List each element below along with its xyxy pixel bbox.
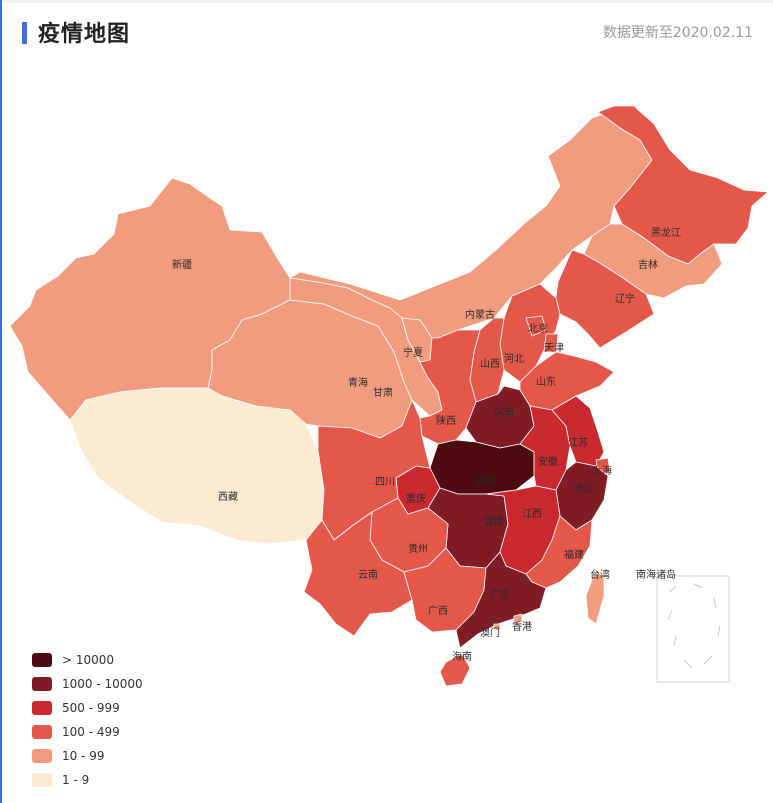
legend-item-0[interactable]: > 10000 [32,648,143,672]
legend-swatch [32,701,52,715]
province-香港[interactable] [513,613,523,623]
province-澳门[interactable] [493,623,501,631]
legend-item-1[interactable]: 1000 - 10000 [32,672,143,696]
label-青海: 青海 [348,376,368,389]
label-江苏: 江苏 [568,436,588,449]
label-吉林: 吉林 [638,258,658,271]
label-湖南: 湖南 [484,515,504,528]
legend-item-2[interactable]: 500 - 999 [32,696,143,720]
province-海南[interactable] [439,653,471,687]
update-date: 数据更新至2020.02.11 [602,25,753,41]
label-台湾: 台湾 [590,568,610,581]
legend-item-5[interactable]: 1 - 9 [32,768,143,792]
label-广西: 广西 [428,605,448,617]
label-河北: 河北 [504,353,524,365]
label-云南: 云南 [358,568,378,581]
label-辽宁: 辽宁 [615,292,635,305]
label-北京: 北京 [528,322,548,335]
province-四川[interactable] [317,399,431,541]
label-香港: 香港 [512,621,532,633]
legend-label: > 10000 [62,653,115,667]
label-河南: 河南 [494,406,514,419]
south-china-sea-inset-frame [656,575,730,683]
label-西藏: 西藏 [218,491,238,503]
title-accent-bar [22,22,27,44]
province-山东[interactable] [519,351,615,411]
legend-label: 1000 - 10000 [62,677,143,691]
province-北京[interactable] [525,315,547,337]
province-labels: 新疆 西藏 青海 甘肃 内蒙古 宁夏 黑龙江 吉林 辽宁 北京 天津 河北 山西… [172,226,681,663]
label-海南: 海南 [452,650,472,663]
legend-item-3[interactable]: 100 - 499 [32,720,143,744]
label-江西: 江西 [522,508,542,520]
label-安徽: 安徽 [538,455,558,468]
legend-swatch [32,749,52,763]
legend-label: 10 - 99 [62,749,105,763]
legend: > 10000 1000 - 10000 500 - 999 100 - 499… [32,648,143,792]
label-福建: 福建 [564,548,584,561]
legend-label: 1 - 9 [62,773,90,787]
legend-label: 100 - 499 [62,725,120,739]
province-西藏[interactable] [69,387,325,545]
label-山东: 山东 [536,375,556,388]
legend-swatch [32,773,52,787]
label-山西: 山西 [480,358,500,370]
province-福建[interactable] [525,515,593,589]
left-border [0,0,2,803]
label-甘肃: 甘肃 [373,386,393,399]
label-广东: 广东 [490,588,510,601]
nine-dash-line [667,583,721,669]
label-湖北: 湖北 [476,475,496,487]
label-澳门: 澳门 [480,626,500,639]
label-新疆: 新疆 [172,258,192,271]
label-黑龙江: 黑龙江 [651,226,681,239]
page-title: 疫情地图 [38,22,131,47]
label-贵州: 贵州 [408,542,428,555]
label-四川: 四川 [375,477,395,488]
top-border [0,0,773,3]
label-天津: 天津 [544,342,564,354]
legend-label: 500 - 999 [62,701,120,715]
label-内蒙古: 内蒙古 [465,308,495,321]
province-台湾[interactable] [585,573,605,625]
label-south-china-sea: 南海诸岛 [636,568,676,581]
label-浙江: 浙江 [574,483,594,495]
legend-swatch [32,677,52,691]
label-上海: 上海 [592,464,612,477]
legend-item-4[interactable]: 10 - 99 [32,744,143,768]
province-黑龙江[interactable] [597,105,769,265]
label-重庆: 重庆 [406,492,426,505]
label-陕西: 陕西 [436,414,456,427]
legend-swatch [32,653,52,667]
legend-swatch [32,725,52,739]
label-宁夏: 宁夏 [403,346,423,359]
